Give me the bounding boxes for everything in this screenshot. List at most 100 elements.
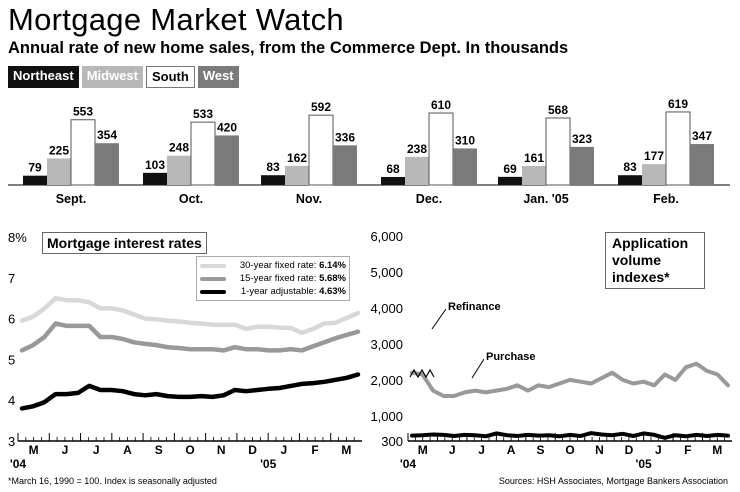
app-series-line-0: [410, 361, 730, 398]
app-month-label: D: [625, 443, 634, 457]
legend-northeast: Northeast: [8, 66, 79, 88]
bar-category-label: Oct.: [179, 192, 203, 206]
rates-month-label: S: [155, 443, 163, 457]
bar-value-label: 225: [49, 143, 69, 157]
rates-y-tick-label: 3: [8, 434, 15, 449]
refinance-label: Refinance: [446, 301, 503, 313]
app-panel-title: Application volume indexes*: [605, 232, 705, 289]
bar-west-0: [95, 143, 119, 185]
legend-south: South: [145, 66, 195, 88]
bar-south-3: [428, 112, 454, 186]
bar-value-label: 533: [193, 107, 213, 121]
footnote: *March 16, 1990 = 100. Index is seasonal…: [8, 476, 217, 486]
rates-month-label: M: [341, 443, 351, 457]
bar-south-2: [308, 114, 334, 186]
app-series-line-1: [410, 431, 730, 440]
rates-legend: 30-year fixed rate: 6.14% 15-year fixed …: [196, 256, 350, 301]
bar-midwest-4: [522, 166, 546, 185]
bar-west-4: [570, 146, 594, 185]
bar-northeast-1: [143, 172, 167, 185]
rates-panel-title: Mortgage interest rates: [42, 232, 207, 254]
bar-value-label: 248: [169, 141, 189, 155]
bar-midwest-1: [167, 155, 191, 185]
app-month-label: A: [507, 443, 516, 457]
bar-value-label: 553: [73, 105, 93, 119]
bar-value-label: 177: [644, 149, 664, 163]
rates-month-label: J: [93, 443, 100, 457]
rates-series-line-1: [19, 321, 361, 353]
purchase-label: Purchase: [484, 351, 538, 363]
bar-south-0: [70, 119, 96, 186]
legend-15yr: 15-year fixed rate: 5.68%: [200, 272, 346, 285]
app-y-tick-label: 300: [381, 434, 403, 449]
app-month-label: N: [595, 443, 604, 457]
bar-south-5: [665, 111, 691, 186]
refinance-leader: [431, 308, 447, 330]
app-y-tick-label: 3,000: [370, 337, 403, 352]
legend-midwest: Midwest: [81, 66, 143, 88]
rates-month-label: J: [280, 443, 287, 457]
bar-west-5: [690, 144, 714, 185]
rates-month-label: M: [29, 443, 39, 457]
page-subtitle: Annual rate of new home sales, from the …: [8, 39, 569, 57]
bar-category-label: Feb.: [653, 192, 679, 206]
rates-month-label: A: [123, 443, 132, 457]
legend-30yr: 30-year fixed rate: 6.14%: [200, 259, 346, 272]
bar-value-label: 310: [455, 133, 475, 147]
rates-month-label: F: [311, 443, 318, 457]
rates-month-label: O: [185, 443, 194, 457]
app-year-label: '05: [636, 457, 653, 471]
bar-value-label: 83: [266, 160, 280, 174]
bar-west-3: [453, 148, 477, 185]
sources: Sources: HSH Associates, Mortgage Banker…: [498, 476, 728, 486]
bar-northeast-5: [618, 175, 642, 185]
app-year-label: '04: [400, 457, 417, 471]
bar-midwest-0: [47, 158, 71, 185]
bar-value-label: 162: [287, 151, 307, 165]
purchase-leader: [471, 358, 485, 379]
rates-y-tick-label: 5: [8, 352, 15, 367]
region-legend: Northeast Midwest South West: [8, 66, 239, 88]
rates-year-label: '04: [10, 457, 27, 471]
app-y-tick-label: 6,000: [370, 229, 403, 244]
rates-series-line-2: [19, 372, 361, 411]
rates-y-tick-label: 6: [8, 312, 15, 327]
app-month-label: J: [449, 443, 456, 457]
rates-y-tick-label: 7: [8, 271, 15, 286]
bar-west-2: [333, 145, 357, 185]
bar-value-label: 592: [311, 100, 331, 114]
bar-value-label: 161: [524, 151, 544, 165]
axis-break-icon: [409, 368, 435, 379]
bar-value-label: 420: [217, 120, 237, 134]
rates-year-label: '05: [260, 457, 277, 471]
bar-northeast-3: [381, 176, 405, 185]
bar-category-label: Nov.: [296, 192, 322, 206]
bar-value-label: 79: [28, 161, 42, 175]
legend-west: West: [197, 66, 239, 88]
app-month-label: S: [537, 443, 545, 457]
rates-month-label: J: [62, 443, 69, 457]
bar-northeast-4: [498, 176, 522, 185]
app-y-tick-label: 1,000: [370, 409, 403, 424]
bar-value-label: 238: [407, 142, 427, 156]
bar-value-label: 103: [145, 158, 165, 172]
bar-midwest-5: [642, 164, 666, 185]
app-month-label: F: [684, 443, 691, 457]
bar-value-label: 610: [431, 98, 451, 112]
bar-west-1: [215, 135, 239, 185]
legend-1yr: 1-year adjustable: 4.63%: [200, 285, 346, 298]
bar-midwest-3: [405, 156, 429, 185]
bar-category-label: Dec.: [416, 192, 442, 206]
bar-value-label: 83: [623, 160, 637, 174]
app-month-label: J: [655, 443, 662, 457]
app-month-label: J: [478, 443, 485, 457]
bar-south-4: [545, 117, 571, 186]
rates-y-tick-label: 8%: [8, 230, 27, 245]
bar-northeast-2: [261, 175, 285, 185]
bar-category-label: Jan. '05: [523, 192, 568, 206]
bar-value-label: 323: [572, 132, 592, 146]
bar-value-label: 619: [668, 97, 688, 111]
app-month-label: M: [418, 443, 428, 457]
app-y-tick-label: 4,000: [370, 301, 403, 316]
bar-value-label: 354: [97, 128, 117, 142]
